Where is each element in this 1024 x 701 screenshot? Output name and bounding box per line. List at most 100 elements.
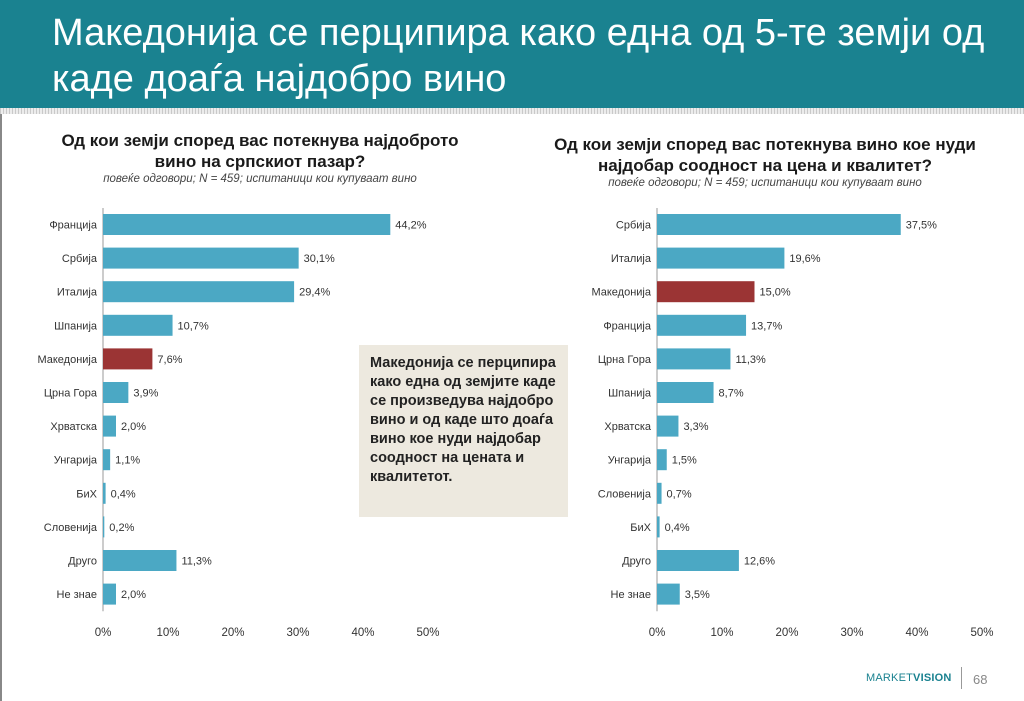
left-chart-x-tick-0: 0% — [95, 627, 112, 639]
left-chart-value-label-0: 44,2% — [395, 220, 426, 232]
right-chart-category-label-8: Словенија — [598, 488, 652, 500]
right-chart-value-label-9: 0,4% — [665, 522, 690, 534]
left-edge-line — [0, 114, 2, 701]
right-chart-bar-11 — [657, 583, 680, 605]
left-chart-value-label-1: 30,1% — [304, 253, 335, 265]
left-chart-value-label-9: 0,2% — [109, 522, 134, 534]
right-chart-category-label-2: Македонија — [591, 287, 651, 299]
callout-box: Македонија се перципира како една од зем… — [359, 345, 568, 517]
left-chart-bar-3 — [103, 314, 173, 336]
right-chart-bar-6 — [657, 415, 679, 437]
left-chart-category-label-1: Србија — [62, 253, 98, 265]
left-chart-category-label-11: Не знае — [57, 589, 97, 601]
left-chart-category-label-6: Хрватска — [50, 421, 98, 433]
left-chart-value-label-6: 2,0% — [121, 421, 146, 433]
right-chart-x-tick-4: 40% — [905, 627, 928, 639]
left-chart-value-label-4: 7,6% — [157, 354, 182, 366]
left-chart-bar-9 — [103, 516, 105, 538]
right-chart-category-label-11: Не знае — [611, 589, 651, 601]
left-chart-bar-0 — [103, 214, 391, 235]
right-chart-bar-10 — [657, 550, 739, 571]
right-chart-category-label-1: Италија — [611, 253, 652, 265]
right-chart-category-label-4: Црна Гора — [598, 354, 652, 366]
right-chart-subtitle: повеќе одговори; N = 459; испитаници кои… — [608, 177, 922, 189]
left-chart-category-label-5: Црна Гора — [44, 388, 98, 400]
left-chart-bar-2 — [103, 281, 295, 303]
right-chart-value-label-10: 12,6% — [744, 556, 775, 568]
right-chart-x-tick-2: 20% — [775, 627, 798, 639]
logo-text-market: MARKET — [866, 672, 914, 684]
right-chart-category-label-10: Друго — [622, 556, 651, 568]
left-chart-bar-6 — [103, 415, 116, 437]
left-chart-bar-4 — [103, 348, 153, 370]
right-chart-value-label-7: 1,5% — [672, 455, 697, 467]
left-chart-x-tick-3: 30% — [286, 627, 309, 639]
left-chart-value-label-8: 0,4% — [111, 488, 136, 500]
right-chart-value-label-0: 37,5% — [906, 220, 937, 232]
right-chart-category-label-7: Унгарија — [608, 455, 652, 467]
right-chart-category-label-9: БиХ — [630, 522, 651, 534]
left-chart-value-label-3: 10,7% — [178, 320, 209, 332]
right-chart-bar-8 — [657, 482, 662, 504]
right-chart-value-label-3: 13,7% — [751, 320, 782, 332]
left-chart-category-label-0: Франција — [49, 220, 98, 232]
left-chart-x-tick-4: 40% — [351, 627, 374, 639]
right-chart-category-label-3: Франција — [603, 320, 652, 332]
right-chart-bar-5 — [657, 382, 714, 403]
right-chart-x-tick-0: 0% — [649, 627, 666, 639]
right-chart-bar-3 — [657, 314, 747, 336]
footer-separator — [961, 667, 962, 689]
right-chart-value-label-8: 0,7% — [667, 488, 692, 500]
left-chart-value-label-2: 29,4% — [299, 287, 330, 299]
header-stripe — [0, 108, 1024, 114]
right-chart-value-label-2: 15,0% — [760, 287, 791, 299]
left-chart-x-tick-1: 10% — [156, 627, 179, 639]
right-chart-bar-0 — [657, 214, 901, 235]
right-chart-value-label-6: 3,3% — [683, 421, 708, 433]
left-chart-bar-7 — [103, 449, 111, 471]
right-chart-value-label-11: 3,5% — [685, 589, 710, 601]
left-chart-category-label-2: Италија — [57, 287, 98, 299]
right-bar-chart: Србија 37,5% Италија 19,6% Македонија 15,0% Фр… — [591, 208, 994, 639]
left-chart-category-label-4: Македонија — [37, 354, 97, 366]
left-chart-value-label-7: 1,1% — [115, 455, 140, 467]
left-chart-bar-8 — [103, 482, 106, 504]
right-chart-value-label-4: 11,3% — [735, 354, 766, 366]
left-chart-bar-10 — [103, 550, 177, 571]
right-chart-bar-9 — [657, 516, 660, 538]
right-chart-x-tick-5: 50% — [970, 627, 993, 639]
left-chart-category-label-8: БиХ — [76, 488, 97, 500]
left-chart-bar-1 — [103, 247, 299, 269]
marketvision-logo: MARKETVISION — [866, 672, 952, 684]
left-chart-category-label-7: Унгарија — [54, 455, 98, 467]
right-chart-bar-7 — [657, 449, 667, 471]
left-bar-chart: Франција 44,2% Србија 30,1% Италија 29,4% Шпан… — [37, 208, 440, 639]
right-chart-value-label-5: 8,7% — [719, 388, 744, 400]
right-chart-x-tick-3: 30% — [840, 627, 863, 639]
page-number: 68 — [973, 672, 988, 687]
logo-text-vision: VISION — [913, 672, 952, 684]
left-chart-bar-11 — [103, 583, 116, 605]
right-chart-value-label-1: 19,6% — [789, 253, 820, 265]
left-chart-category-label-3: Шпанија — [54, 320, 98, 332]
left-chart-title: Од кои земји според вас потекнува најдоб… — [61, 131, 459, 171]
left-chart-category-label-10: Друго — [68, 556, 97, 568]
left-chart-x-tick-2: 20% — [221, 627, 244, 639]
right-chart-category-label-0: Србија — [616, 220, 652, 232]
right-chart-x-tick-1: 10% — [710, 627, 733, 639]
right-chart-bar-1 — [657, 247, 785, 269]
right-chart-category-label-6: Хрватска — [604, 421, 652, 433]
right-chart-category-label-5: Шпанија — [608, 388, 652, 400]
right-chart-title: Од кои земји според вас потекнува вино к… — [554, 135, 976, 175]
right-chart-bar-2 — [657, 281, 755, 303]
left-chart-subtitle: повеќе одговори; N = 459; испитаници кои… — [103, 173, 417, 185]
left-chart-category-label-9: Словенија — [44, 522, 98, 534]
header-bar — [0, 0, 1024, 108]
left-chart-bar-5 — [103, 382, 129, 403]
right-chart-bar-4 — [657, 348, 731, 370]
left-chart-value-label-11: 2,0% — [121, 589, 146, 601]
page-title: Македонија се перципира како една од 5-т… — [52, 12, 985, 100]
left-chart-x-tick-5: 50% — [416, 627, 439, 639]
left-chart-value-label-10: 11,3% — [181, 556, 212, 568]
left-chart-value-label-5: 3,9% — [133, 388, 158, 400]
